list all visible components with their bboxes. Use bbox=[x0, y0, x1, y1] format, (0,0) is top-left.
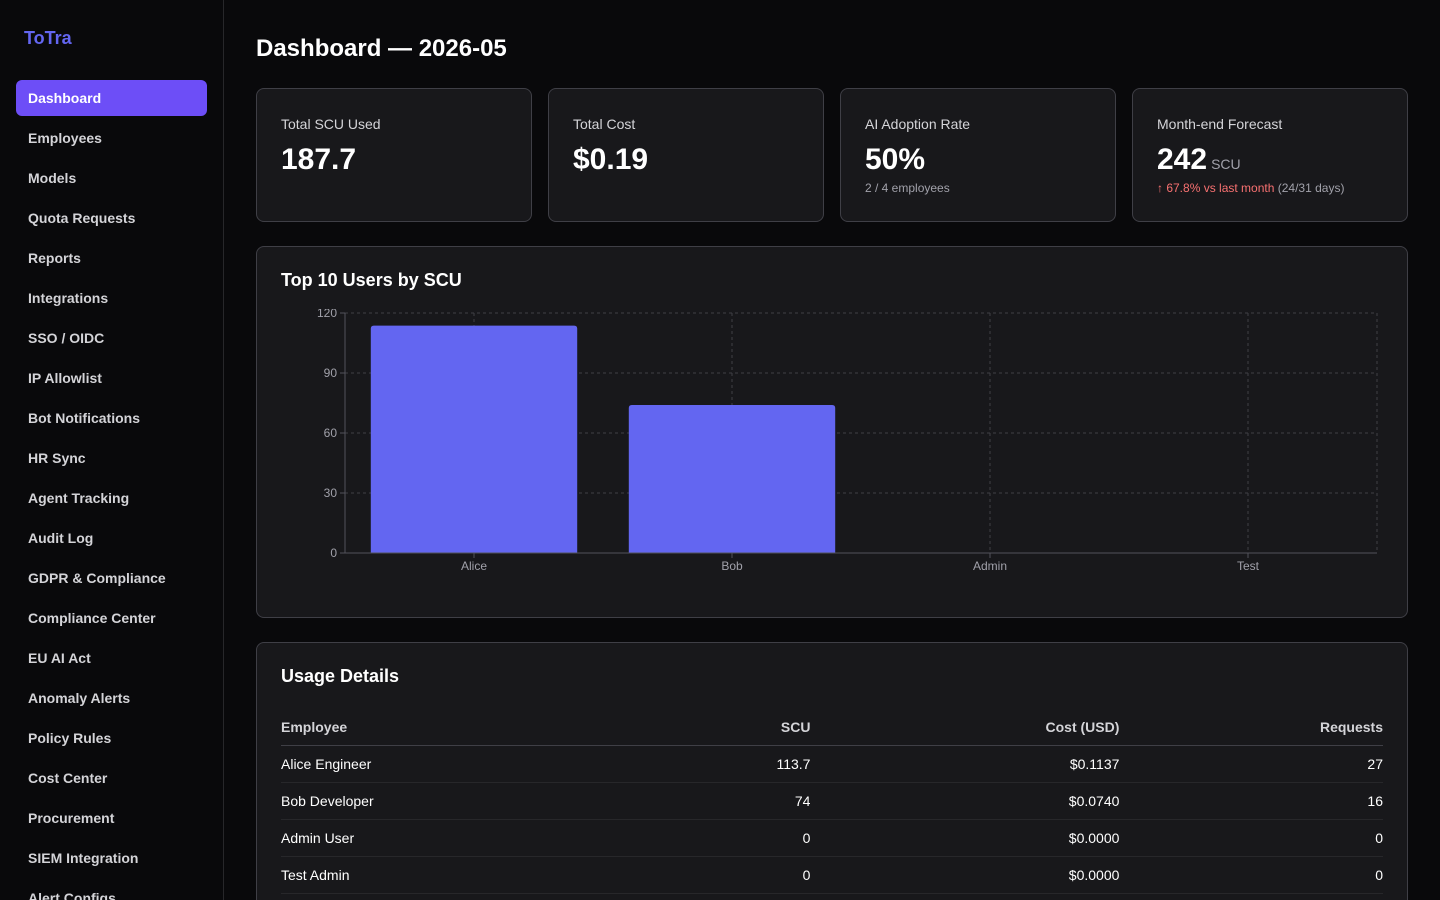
sidebar-item-bot-notifications[interactable]: Bot Notifications bbox=[28, 410, 140, 426]
page-title: Dashboard — 2026-05 bbox=[256, 35, 507, 62]
sidebar-item-reports[interactable]: Reports bbox=[28, 250, 81, 266]
column-header-scu[interactable]: SCU bbox=[668, 709, 811, 746]
sidebar-item-dashboard[interactable]: Dashboard bbox=[16, 80, 207, 116]
stat-value: 50% bbox=[865, 143, 926, 176]
table-title: Usage Details bbox=[281, 666, 400, 686]
sidebar-item-compliance-center[interactable]: Compliance Center bbox=[28, 610, 156, 626]
stat-unit: SCU bbox=[1211, 156, 1241, 172]
stat-subtext: 2 / 4 employees bbox=[865, 181, 950, 195]
sidebar-item-ip-allowlist[interactable]: IP Allowlist bbox=[28, 370, 102, 386]
stat-card-adoption-rate: AI Adoption Rate 50% 2 / 4 employees bbox=[840, 88, 1116, 222]
table-cell: 0 bbox=[668, 819, 811, 857]
column-header-requests[interactable]: Requests bbox=[1119, 709, 1383, 746]
trend-up-indicator: ↑ 67.8% vs last month bbox=[1157, 181, 1275, 195]
column-header-employee[interactable]: Employee bbox=[281, 709, 669, 746]
stat-label: Month-end Forecast bbox=[1157, 116, 1283, 132]
main-content: Dashboard — 2026-05 Total SCU Used 187.7… bbox=[224, 0, 1440, 900]
table-row[interactable]: Bob Developer 74 $0.0740 16 bbox=[281, 782, 1383, 820]
table-cell: Alice Engineer bbox=[281, 745, 669, 783]
table-cell: 0 bbox=[668, 856, 811, 894]
y-tick-label: 0 bbox=[330, 546, 337, 560]
table-row[interactable]: Test Admin 0 $0.0000 0 bbox=[281, 856, 1383, 894]
table-cell: $0.0000 bbox=[810, 819, 1120, 857]
table-cell: $0.0740 bbox=[810, 782, 1120, 820]
table-row[interactable]: Admin User 0 $0.0000 0 bbox=[281, 819, 1383, 857]
table-cell: 16 bbox=[1119, 782, 1383, 820]
table-row[interactable]: Alice Engineer 113.7 $0.1137 27 bbox=[281, 745, 1383, 783]
table-cell: 113.7 bbox=[668, 745, 811, 783]
sidebar-item-audit-log[interactable]: Audit Log bbox=[28, 530, 94, 546]
usage-details-card: Usage Details Employee SCU Cost (USD) Reque… bbox=[256, 642, 1408, 900]
x-tick-label: Test bbox=[1237, 559, 1260, 573]
usage-table: Employee SCU Cost (USD) Requests Alice Engi… bbox=[281, 709, 1383, 894]
sidebar: ToTra Dashboard Employees Models Quota Requ… bbox=[0, 0, 224, 900]
brand-logo[interactable]: ToTra bbox=[24, 28, 72, 48]
sidebar-item-sso-oidc[interactable]: SSO / OIDC bbox=[28, 330, 105, 346]
sidebar-item-integrations[interactable]: Integrations bbox=[28, 290, 109, 306]
table-cell: 74 bbox=[668, 782, 811, 820]
bar-alice bbox=[370, 325, 578, 553]
table-cell: Test Admin bbox=[281, 856, 669, 894]
table-cell: 27 bbox=[1119, 745, 1383, 783]
sidebar-item-agent-tracking[interactable]: Agent Tracking bbox=[28, 490, 130, 506]
y-tick-label: 120 bbox=[317, 309, 337, 320]
stat-label: Total Cost bbox=[573, 116, 636, 132]
sidebar-item-quota-requests[interactable]: Quota Requests bbox=[28, 210, 136, 226]
forecast-period: (24/31 days) bbox=[1277, 181, 1345, 195]
table-cell: 0 bbox=[1119, 856, 1383, 894]
table-cell: $0.1137 bbox=[810, 745, 1120, 783]
chart-title: Top 10 Users by SCU bbox=[281, 270, 462, 290]
top-users-chart-card: Top 10 Users by SCU 0 30 60 90 120 Alice Bob Ad… bbox=[256, 246, 1408, 618]
bar-bob bbox=[628, 405, 836, 553]
sidebar-item-employees[interactable]: Employees bbox=[28, 130, 102, 146]
sidebar-item-policy-rules[interactable]: Policy Rules bbox=[28, 730, 112, 746]
sidebar-nav: Dashboard Employees Models Quota Requests Re… bbox=[16, 80, 207, 900]
stat-card-total-scu: Total SCU Used 187.7 bbox=[256, 88, 532, 222]
sidebar-item-eu-ai-act[interactable]: EU AI Act bbox=[28, 650, 91, 666]
stat-card-forecast: Month-end Forecast 242 SCU ↑ 67.8% vs la… bbox=[1132, 88, 1408, 222]
bar-chart: 0 30 60 90 120 Alice Bob Admin Test bbox=[317, 309, 1378, 573]
sidebar-item-procurement[interactable]: Procurement bbox=[28, 810, 115, 826]
y-tick-label: 90 bbox=[324, 366, 338, 380]
sidebar-item-anomaly-alerts[interactable]: Anomaly Alerts bbox=[28, 690, 131, 706]
x-tick-label: Admin bbox=[973, 559, 1007, 573]
x-tick-label: Bob bbox=[721, 559, 743, 573]
sidebar-item-gdpr-compliance[interactable]: GDPR & Compliance bbox=[28, 570, 166, 586]
sidebar-item-siem-integration[interactable]: SIEM Integration bbox=[28, 850, 139, 866]
y-tick-label: 60 bbox=[324, 426, 338, 440]
stat-label: Total SCU Used bbox=[281, 116, 381, 132]
stat-value: $0.19 bbox=[573, 143, 649, 176]
table-cell: Admin User bbox=[281, 819, 669, 857]
sidebar-item-models[interactable]: Models bbox=[28, 170, 77, 186]
column-header-cost-usd[interactable]: Cost (USD) bbox=[810, 709, 1120, 746]
sidebar-item-cost-center[interactable]: Cost Center bbox=[28, 770, 108, 786]
stat-value: 242 bbox=[1157, 143, 1208, 176]
table-body: Alice Engineer 113.7 $0.1137 27 Bob Develope… bbox=[281, 745, 1383, 894]
sidebar-item-hr-sync[interactable]: HR Sync bbox=[28, 450, 86, 466]
sidebar-item-alert-configs[interactable]: Alert Configs bbox=[28, 890, 116, 900]
table-cell: 0 bbox=[1119, 819, 1383, 857]
stat-subtext: ↑ 67.8% vs last month (24/31 days) bbox=[1157, 181, 1383, 195]
stats-row: Total SCU Used 187.7 Total Cost $0.19 AI… bbox=[256, 88, 1408, 222]
table-cell: $0.0000 bbox=[810, 856, 1120, 894]
stat-card-total-cost: Total Cost $0.19 bbox=[548, 88, 824, 222]
table-header-row: Employee SCU Cost (USD) Requests bbox=[281, 709, 1383, 746]
table-cell: Bob Developer bbox=[281, 782, 669, 820]
stat-value: 187.7 bbox=[281, 143, 357, 176]
stat-label: AI Adoption Rate bbox=[865, 116, 971, 132]
y-tick-label: 30 bbox=[324, 486, 338, 500]
x-tick-label: Alice bbox=[461, 559, 487, 573]
